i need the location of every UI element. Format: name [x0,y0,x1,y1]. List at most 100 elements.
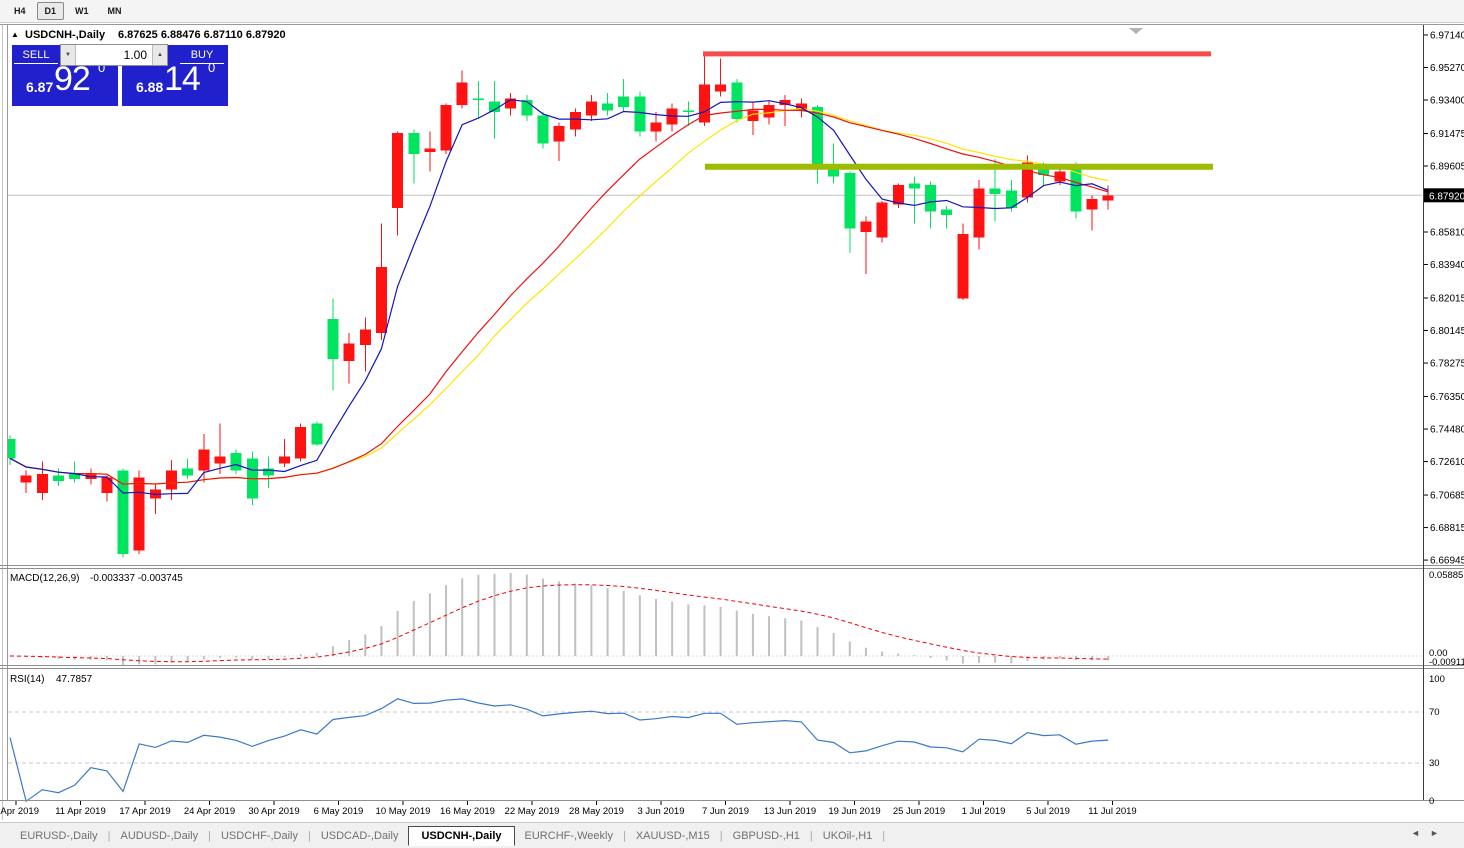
level-lines-layer[interactable] [703,51,1213,170]
date-axis-label: 1 Jul 2019 [962,806,1006,817]
price-axis-label: 6.76350 [1430,392,1464,403]
candle [36,461,48,500]
timeframe-toolbar: H4 D1 W1 MN [0,0,1464,23]
price-axis-label: 6.95270 [1430,63,1464,74]
date-axis[interactable]: 5 Apr 2019 11 Apr 2019 17 Apr 2019 24 Apr 2… [0,801,1137,817]
candle [133,470,145,554]
candle [408,129,420,184]
date-axis-label: 24 Apr 2019 [184,806,235,817]
rsi-label: RSI(14) [10,674,44,685]
tab-eurusd-daily[interactable]: EURUSD-,Daily [20,829,98,842]
candle [553,122,565,161]
price-axis-label: 6.74480 [1430,425,1464,436]
price-axis-label: 6.68815 [1430,523,1464,534]
price-axis-label: 6.83940 [1430,260,1464,271]
chart-tab-bar: EURUSD-,Daily | AUDUSD-,Daily | USDCHF-,Dail… [0,822,1464,848]
candle [472,80,484,120]
date-axis-label: 16 May 2019 [440,806,495,817]
candle [973,180,985,250]
candle [941,206,953,229]
candle [682,101,694,127]
tab-usdcnh-daily[interactable]: USDCNH-,Daily [408,825,515,846]
date-axis-label: 7 Jun 2019 [702,806,749,817]
tab-gbpusd-h1[interactable]: GBPUSD-,H1 [732,829,800,842]
chart-title: USDCNH-,Daily [25,29,106,41]
price-axis-label: 6.78275 [1430,359,1464,370]
candle [149,484,161,514]
timeframe-button-h4[interactable]: H4 [14,6,26,16]
price-axis[interactable]: 6.97140 6.95270 6.93400 6.91475 6.89605 6.858… [1424,30,1464,567]
candle [505,93,517,116]
date-axis-label: 30 Apr 2019 [248,806,299,817]
chart-shift-marker-icon[interactable] [1129,28,1143,34]
candle [327,298,339,391]
candle [262,456,274,488]
timeframe-button-mn[interactable]: MN [107,6,122,16]
candle [8,435,16,466]
sell-button[interactable]: SELL [14,47,58,64]
timeframe-button-d1[interactable]: D1 [36,2,65,20]
macd-axis-max: 0.058851 [1429,570,1464,581]
tab-eurchf-weekly[interactable]: EURCHF-,Weekly [524,829,613,842]
ask-price-sup: 0 [208,60,216,75]
date-axis-label: 5 Apr 2019 [0,806,39,817]
candle [1102,185,1114,210]
timeframe-button-w1[interactable]: W1 [75,6,89,16]
bid-price-small: 6.87 [26,79,54,95]
candle [925,181,937,229]
tab-nav-right-icon[interactable]: ► [1430,828,1439,838]
rsi-axis-30: 30 [1429,758,1440,769]
candle [537,112,549,149]
date-axis-label: 11 Apr 2019 [55,806,106,817]
candle [569,108,581,137]
candle [650,112,662,142]
date-axis-label: 19 Jun 2019 [828,806,880,817]
macd-signal-line [9,584,1109,663]
price-axis-label: 6.66945 [1430,556,1464,567]
bid-price-big: 92 [54,60,91,98]
candle [20,470,32,494]
candle [424,131,436,172]
candle [618,79,630,113]
tab-xauusd-m15[interactable]: XAUUSD-,M15 [635,829,710,842]
date-axis-label: 11 Jul 2019 [1088,806,1136,817]
tab-usdchf-daily[interactable]: USDCHF-,Daily [220,829,298,842]
candle [1086,195,1098,231]
date-axis-label: 5 Jul 2019 [1026,806,1070,817]
volume-decrease-icon[interactable]: ▼ [61,45,76,65]
one-click-trading-panel: 6.87 92 0 6.88 14 0 SELL BUY ▼ 1.00 ▲ [12,44,228,106]
tab-usdcad-daily[interactable]: USDCAD-,Daily [320,829,399,842]
macd-label: MACD(12,26,9) [10,573,79,584]
candle [828,143,840,184]
candle [295,423,307,462]
tab-separator: | [307,829,311,842]
candle [182,458,194,480]
candle [698,56,710,127]
candle [359,317,371,372]
tab-separator: | [882,829,886,842]
rsi-layer [8,698,1423,803]
candle [392,131,404,236]
candle [214,423,226,474]
tab-nav-left-icon[interactable]: ◄ [1411,828,1420,838]
tab-ukoil-h1[interactable]: UKOil-,H1 [822,829,873,842]
rsi-axis-70: 70 [1429,707,1440,718]
collapse-triangle-icon[interactable]: ▲ [11,30,19,39]
rsi-line [9,698,1109,803]
volume-input[interactable]: 1.00 [123,48,147,62]
candle [715,58,727,97]
candle [908,176,920,224]
date-axis-label: 10 May 2019 [376,806,431,817]
date-axis-label: 25 Jun 2019 [893,806,945,817]
moving-average-line [9,108,1109,485]
macd-values: -0.003337 -0.003745 [90,573,183,584]
candles-layer [8,56,1114,558]
buy-button[interactable]: BUY [180,47,224,64]
current-price-text: 6.87920 [1429,191,1464,202]
volume-increase-icon[interactable]: ▲ [152,45,167,65]
tab-audusd-daily[interactable]: AUDUSD-,Daily [120,829,199,842]
macd-layer [8,573,1422,665]
date-axis-label: 22 May 2019 [505,806,560,817]
